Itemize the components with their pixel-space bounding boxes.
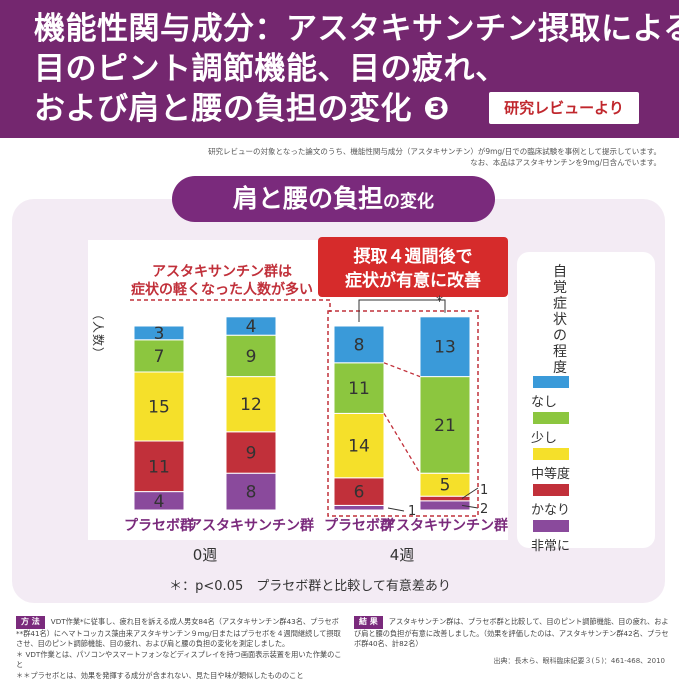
callout-value: 1 — [408, 504, 416, 519]
method-text: VDT作業*に従事し、疲れ目を訴える成人男女84名（アスタキサンチン群43名、プ… — [16, 617, 341, 648]
callout-line — [461, 504, 479, 509]
legend-title-char: の — [553, 328, 567, 344]
bar-segment-1-0-4 — [333, 325, 385, 364]
bar-segment-0-1-4 — [225, 316, 277, 336]
bar-segment-0-1-3 — [225, 334, 277, 378]
source-citation: 出典：長木ら、眼科臨床紀要３(５)：461-468、2010 — [493, 657, 665, 665]
title-line-2: 目のピント調節機能、目の疲れ、 — [34, 51, 507, 87]
significance-bracket — [358, 299, 446, 322]
source-badge: 研究レビューより — [489, 92, 639, 124]
bar-value-label: 21 — [434, 416, 456, 436]
bar-value-label: 8 — [354, 335, 365, 355]
bar-segment-1-1-3 — [419, 376, 471, 474]
bar-value-label: 6 — [354, 483, 365, 503]
legend-swatch — [533, 520, 569, 532]
annotation-left-line-2: 症状の軽くなった人数が多い — [131, 281, 313, 298]
bar-value-label: 11 — [148, 457, 170, 477]
legend-title-char: 状 — [553, 312, 567, 328]
bar-segment-0-0-3 — [133, 339, 185, 373]
bar-value-label: 9 — [246, 347, 257, 367]
bar-value-label: 11 — [348, 379, 370, 399]
group-label: 0週 — [193, 546, 218, 564]
title-line-1: 機能性関与成分：アスタキサンチン摂取による — [34, 11, 679, 47]
legend-label: かなり — [531, 503, 570, 518]
legend-label: 中等度 — [531, 466, 570, 482]
chart-footnote: ＊：p<0.05 プラセボ群と比較して有意差あり — [169, 578, 451, 594]
legend-title-char: 程 — [553, 344, 567, 360]
legend-label: なし — [531, 395, 557, 410]
y-axis-label-char: 数 — [91, 334, 106, 346]
bar-value-label: 4 — [154, 492, 165, 512]
legend-label: 非常に — [531, 539, 570, 554]
legend-box — [517, 252, 655, 548]
legend-title-char: 症 — [553, 296, 567, 312]
bar-value-label: 7 — [154, 347, 165, 367]
bar-value-label: 12 — [240, 395, 262, 415]
bar-value-label: 15 — [148, 398, 170, 418]
legend-swatch — [533, 448, 569, 460]
bar-segment-1-0-3 — [333, 362, 385, 414]
annotation-right-box — [318, 237, 508, 297]
bar-value-label: 14 — [348, 437, 370, 457]
bar-segment-1-0-2 — [333, 412, 385, 479]
legend-title-char: 自 — [553, 264, 567, 280]
bar-segment-0-0-1 — [133, 440, 185, 493]
stacked-bar-chart: 4111573プラセボ群891294アスタキサンチン群0週614118プラセボ群… — [88, 237, 655, 594]
result-tag: 結 果 — [354, 616, 383, 629]
bar-name-label: プラセボ群 — [124, 517, 194, 534]
note-line-1: 研究レビューの対象となった論文のうち、機能性関与成分（アスタキサンチン）が9mg… — [208, 147, 661, 156]
bar-value-label: 4 — [246, 317, 257, 337]
method-section: 方 法 VDT作業*に従事し、疲れ目を訴える成人男女84名（アスタキサンチン群43… — [16, 616, 346, 681]
annotation-right-line-1: 摂取４週間後で — [354, 246, 473, 267]
comparison-line — [383, 413, 421, 474]
annotation-right-line-2: 症状が有意に改善 — [345, 270, 481, 291]
callout-line — [461, 487, 479, 499]
bar-segment-1-0-0 — [333, 504, 385, 511]
section-heading-main: 肩と腰の負担 — [232, 184, 383, 213]
bar-value-label: 13 — [434, 338, 456, 358]
legend-title-char: 度 — [553, 360, 567, 376]
result-section: 結 果アスタキサンチン群は、プラセボ群と比較して、目のピント調節機能、目の疲れ、… — [354, 616, 669, 650]
bar-segment-0-0-2 — [133, 371, 185, 442]
bar-segment-1-0-1 — [333, 477, 385, 506]
annotation-left-line-1: アスタキサンチン群は — [152, 263, 292, 280]
callout-value: 2 — [480, 502, 488, 517]
callout-value: 1 — [480, 483, 488, 498]
legend-title-char: 覚 — [553, 280, 567, 296]
bar-segment-0-1-1 — [225, 431, 277, 474]
highlight-frame — [327, 310, 479, 517]
annotation-left-connector — [130, 299, 331, 312]
title-line-3: および肩と腰の負担の変化 ❸ — [34, 91, 451, 127]
bar-value-label: 8 — [246, 483, 257, 503]
callout-line — [387, 507, 405, 512]
significance-mark: * — [436, 294, 443, 310]
bar-segment-0-0-4 — [133, 325, 185, 341]
note-line-2: なお、本品はアスタキサンチンを9mg/日含んでいます。 — [470, 158, 661, 167]
header-banner: 機能性関与成分：アスタキサンチン摂取による 目のピント調節機能、目の疲れ、 およ… — [0, 0, 679, 138]
bar-value-label: 3 — [154, 324, 165, 344]
legend-swatch — [533, 376, 569, 388]
section-heading-suffix: の変化 — [383, 192, 434, 212]
y-axis-label-char: 人 — [91, 321, 105, 333]
bar-value-label: 9 — [246, 444, 257, 464]
bar-value-label: 5 — [440, 476, 451, 496]
section-heading: 肩と腰の負担の変化 — [172, 176, 495, 222]
method-footnote-2: ＊＊プラセボとは、効果を発揮する成分が含まれない、見た目や味が類似したもののこと — [16, 670, 304, 680]
group-label: 4週 — [390, 546, 415, 564]
bar-name-label: プラセボ群 — [324, 517, 394, 534]
bar-segment-0-1-0 — [225, 472, 277, 511]
bar-name-label: アスタキサンチン群 — [188, 517, 314, 534]
legend-swatch — [533, 484, 569, 496]
method-tag: 方 法 — [16, 616, 45, 629]
legend-label: 少し — [531, 431, 557, 446]
bar-segment-1-1-4 — [419, 316, 471, 378]
method-footnote-1: ＊ VDT作業とは、パソコンやスマートフォンなどディスプレイを持つ画面表示装置を… — [16, 649, 342, 670]
legend-swatch — [533, 412, 569, 424]
y-axis-label-char: ） — [91, 347, 105, 359]
bar-name-label: アスタキサンチン群 — [382, 517, 508, 534]
result-text: アスタキサンチン群は、プラセボ群と比較して、目のピント調節機能、目の疲れ、および… — [354, 617, 669, 648]
y-axis-label-char: （ — [91, 308, 105, 320]
